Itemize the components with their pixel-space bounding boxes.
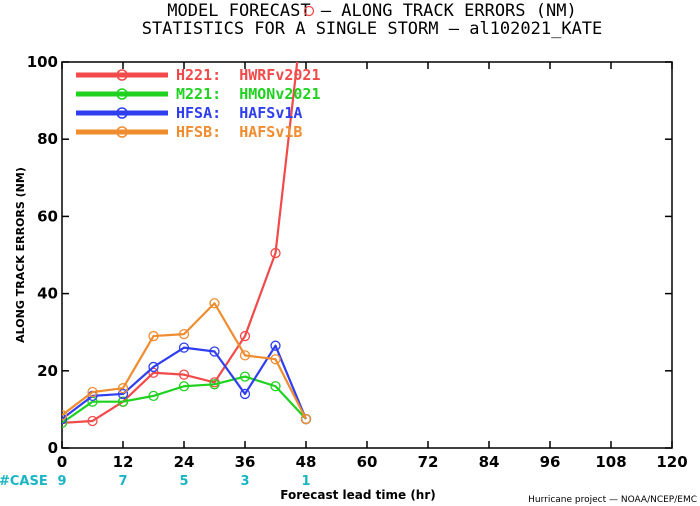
y-tick-label: 100 bbox=[27, 53, 58, 71]
legend-swatch-marker bbox=[116, 69, 128, 81]
x-tick-label: 12 bbox=[113, 453, 134, 471]
case-label: #CASE bbox=[0, 474, 48, 489]
series-0-point bbox=[87, 415, 98, 427]
x-axis-label: Forecast lead time (hr) bbox=[280, 488, 436, 502]
chart-title-line2: STATISTICS FOR A SINGLE STORM — al102021… bbox=[142, 19, 603, 39]
series-2-point bbox=[62, 413, 68, 425]
series-2-point bbox=[117, 388, 129, 400]
x-tick-label: 36 bbox=[235, 453, 256, 471]
series-1-point bbox=[270, 381, 281, 392]
x-axis: 0 12 24 36 48 60 72 84 96 108 120 bbox=[57, 62, 688, 471]
series-3-line bbox=[62, 302, 307, 420]
series-0-point bbox=[178, 369, 190, 380]
series-3-point bbox=[87, 386, 98, 398]
x-tick-label: 48 bbox=[296, 453, 317, 471]
series-0-offscale-point bbox=[303, 5, 315, 17]
series-1-point bbox=[117, 396, 129, 407]
case-count: 5 bbox=[179, 474, 188, 489]
series-3-point bbox=[148, 330, 159, 342]
x-tick-label: 84 bbox=[479, 453, 500, 471]
legend-entry: HFSA: HAFSv1A bbox=[176, 104, 302, 122]
x-tick-label: 60 bbox=[357, 453, 378, 471]
y-tick-label: 0 bbox=[48, 439, 58, 457]
series-0-point bbox=[270, 247, 281, 259]
x-tick-label: 72 bbox=[418, 453, 439, 471]
series-3-point bbox=[300, 413, 312, 425]
y-tick-label: 80 bbox=[37, 130, 58, 148]
series-2-line bbox=[62, 344, 308, 420]
series-1-point bbox=[62, 417, 68, 429]
series-3-point bbox=[117, 383, 129, 394]
series-2-point bbox=[209, 346, 220, 357]
series-2-point bbox=[239, 388, 251, 400]
case-count: 1 bbox=[301, 474, 310, 489]
x-tick-label: 120 bbox=[656, 453, 687, 471]
plot-area bbox=[61, 61, 673, 449]
legend-swatch-marker bbox=[116, 126, 128, 138]
series-3-point bbox=[239, 350, 251, 361]
y-axis: 0 20 40 60 80 100 bbox=[27, 53, 672, 457]
y-tick-label: 20 bbox=[37, 362, 58, 380]
case-count: 9 bbox=[57, 474, 66, 489]
series-1-point bbox=[148, 390, 159, 402]
series-3-point bbox=[209, 298, 220, 309]
series-group bbox=[62, 62, 312, 429]
series-1-point bbox=[239, 371, 251, 382]
legend-entry: H221: HWRFv2021 bbox=[176, 66, 321, 84]
x-tick-label: 108 bbox=[595, 453, 626, 471]
case-count: 7 bbox=[118, 474, 127, 489]
y-tick-label: 40 bbox=[37, 285, 58, 303]
x-tick-label: 0 bbox=[57, 453, 67, 471]
x-tick-label: 96 bbox=[540, 453, 561, 471]
legend-entry: HFSB: HAFSv1B bbox=[176, 123, 302, 141]
series-2-point bbox=[148, 361, 159, 373]
chart-title-line1: MODEL FORECAST — ALONG TRACK ERRORS (NM) bbox=[167, 1, 576, 21]
series-2-point bbox=[270, 340, 281, 351]
case-count: 3 bbox=[240, 474, 249, 489]
legend-swatch-marker bbox=[116, 107, 128, 119]
series-1-point bbox=[178, 381, 190, 392]
legend-swatch-marker bbox=[116, 88, 128, 100]
series-3-point bbox=[270, 354, 281, 365]
x-tick-label: 24 bbox=[174, 453, 195, 471]
series-3-point bbox=[178, 328, 190, 340]
series-1-point bbox=[209, 379, 220, 390]
series-3-point bbox=[62, 410, 68, 421]
series-0-point bbox=[239, 330, 251, 342]
series-1-line bbox=[62, 375, 307, 424]
case-counts: 9 7 5 3 1 bbox=[57, 474, 310, 489]
series-0-line bbox=[62, 62, 299, 425]
series-2-point bbox=[178, 342, 190, 353]
legend-entry: M221: HMONv2021 bbox=[176, 85, 321, 103]
y-tick-label: 60 bbox=[37, 207, 58, 225]
credit-text: Hurricane project — NOAA/NCEP/EMC bbox=[528, 495, 697, 505]
y-axis-label: ALONG TRACK ERRORS (NM) bbox=[14, 167, 27, 343]
